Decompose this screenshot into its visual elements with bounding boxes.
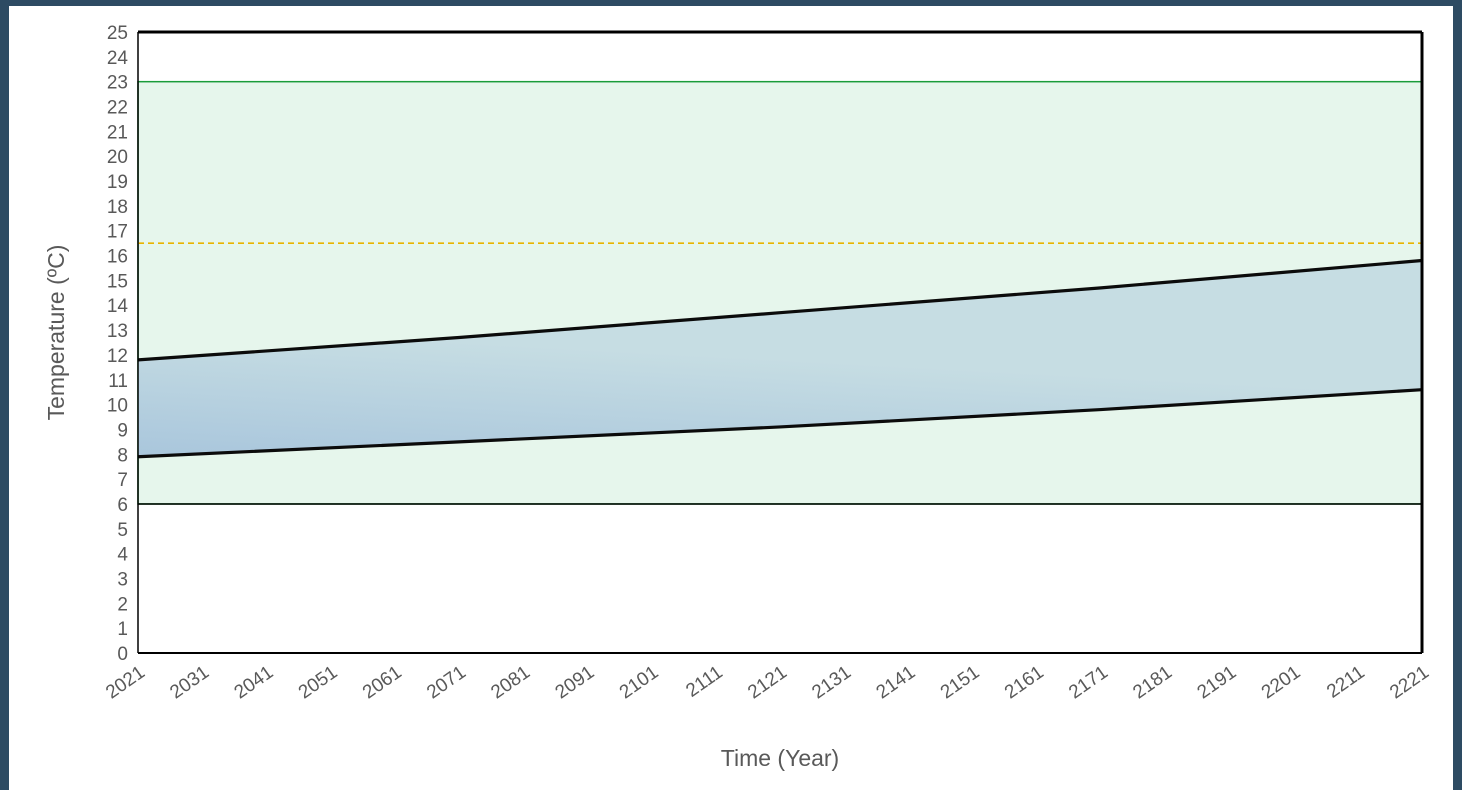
temperature-chart: 0123456789101112131415161718192021222324… xyxy=(43,23,1433,771)
y-tick-label: 6 xyxy=(117,495,128,516)
y-tick-label: 4 xyxy=(117,545,128,566)
series-line-upper xyxy=(137,258,1423,362)
x-tick-label: 2121 xyxy=(744,662,791,703)
x-tick-label: 2111 xyxy=(682,662,726,702)
y-tick-label: 18 xyxy=(107,197,128,218)
x-tick-label: 2181 xyxy=(1129,662,1176,703)
y-tick-label: 9 xyxy=(117,420,128,441)
temperature-range-area xyxy=(138,260,1422,457)
x-tick-label: 2141 xyxy=(873,662,920,703)
y-tick-label: 15 xyxy=(107,271,128,292)
y-tick-label: 24 xyxy=(107,48,129,69)
y-tick-label: 20 xyxy=(107,147,128,168)
y-tick-label: 10 xyxy=(107,396,128,417)
y-tick-label: 21 xyxy=(107,122,128,143)
x-tick-label: 2221 xyxy=(1386,662,1433,703)
x-tick-label: 2101 xyxy=(616,662,663,703)
x-tick-label: 2031 xyxy=(166,662,213,703)
x-tick-label: 2081 xyxy=(487,662,534,703)
x-tick-label: 2071 xyxy=(423,662,470,703)
x-axis-title: Time (Year) xyxy=(721,745,839,771)
series-line-lower xyxy=(137,388,1423,459)
y-tick-label: 19 xyxy=(107,172,128,193)
y-tick-label: 13 xyxy=(107,321,128,342)
y-tick-label: 25 xyxy=(107,23,128,44)
y-tick-label: 3 xyxy=(117,569,128,590)
x-tick-label: 2151 xyxy=(937,662,984,703)
chart-frame: 0 1 2 3 4 5 6 7 8 9 10 11 12 13 14 15 16 17 18 19 20 21 22 23 24… xyxy=(9,6,1453,790)
x-tick-label: 2021 xyxy=(102,662,149,703)
y-tick-label: 1 xyxy=(117,619,128,640)
x-tick-label: 2201 xyxy=(1258,662,1305,703)
x-tick-label: 2041 xyxy=(231,662,278,703)
y-tick-label: 23 xyxy=(107,73,128,94)
y-tick-label: 12 xyxy=(107,346,128,367)
y-axis-title: Temperature (ºC) xyxy=(43,245,69,421)
x-tick-label: 2051 xyxy=(295,662,342,703)
y-tick-label: 16 xyxy=(107,247,128,268)
y-tick-label: 14 xyxy=(107,296,129,317)
y-tick-label: 11 xyxy=(108,371,128,392)
y-tick-label: 2 xyxy=(117,594,128,615)
y-tick-label: 5 xyxy=(117,520,128,541)
y-tick-label: 0 xyxy=(117,644,128,665)
y-tick-label: 17 xyxy=(107,222,128,243)
y-tick-label: 22 xyxy=(107,98,128,119)
y-tick-label: 8 xyxy=(117,445,128,466)
x-tick-label: 2161 xyxy=(1001,662,1048,703)
x-tick-label: 2061 xyxy=(359,662,406,703)
x-tick-label: 2171 xyxy=(1065,662,1112,703)
y-tick-label: 7 xyxy=(117,470,128,491)
x-tick-label: 2131 xyxy=(808,662,855,703)
x-tick-label: 2191 xyxy=(1194,662,1241,703)
x-tick-label: 2091 xyxy=(552,662,599,703)
x-tick-label: 2211 xyxy=(1323,662,1369,703)
